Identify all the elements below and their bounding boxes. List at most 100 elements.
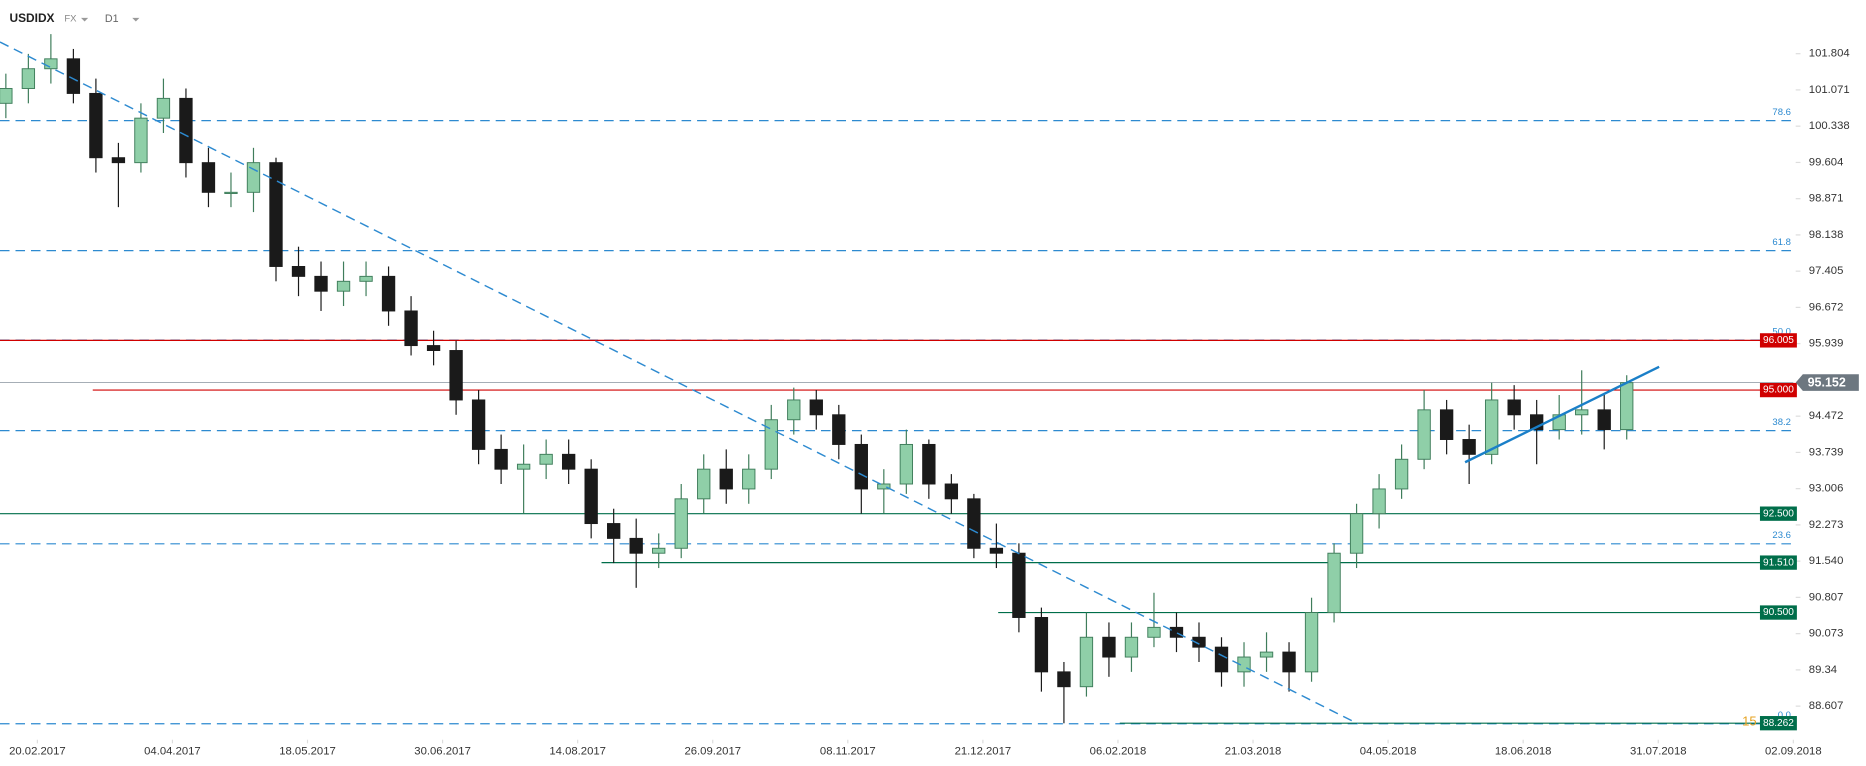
level-label-box (1759, 605, 1797, 620)
candle-body (381, 275, 396, 312)
x-tick-label: 02.09.2018 (1765, 746, 1822, 758)
candle-body (1214, 646, 1229, 673)
level-label-box (1759, 382, 1797, 398)
candle-body (21, 68, 36, 89)
level-label: 92.500 (1763, 508, 1794, 519)
candle-body (1192, 636, 1206, 648)
x-tick-label: 06.02.2018 (1090, 746, 1147, 758)
candle-body (471, 399, 486, 450)
level-label-box (1759, 506, 1797, 521)
level-label: 96.005 (1763, 335, 1794, 346)
candle-body (449, 350, 463, 401)
y-tick-label: 91.540 (1809, 555, 1844, 567)
current-price-box (1795, 374, 1859, 391)
candle-body (179, 97, 193, 164)
x-tick-label: 20.02.2017 (9, 746, 66, 758)
candle-body (1169, 626, 1184, 638)
candle-body (561, 453, 576, 470)
candle-body (0, 88, 13, 104)
trendline (0, 41, 1359, 725)
candle-body (201, 162, 216, 193)
candle-body (787, 399, 801, 421)
candle-body (1484, 399, 1499, 455)
candle-body (629, 537, 643, 554)
candle-body (989, 547, 1004, 554)
x-tick-label: 30.06.2017 (414, 746, 471, 758)
candle-body (944, 483, 959, 500)
candle-body (66, 58, 81, 94)
y-tick-label: 89.34 (1809, 664, 1837, 676)
fib-label: 50.0 (1772, 326, 1791, 337)
y-tick-label: 98.871 (1809, 193, 1844, 205)
candle-body (44, 58, 58, 70)
candle-body (1575, 409, 1589, 416)
symbol[interactable]: USDIDX (10, 11, 55, 25)
level-label-box (1759, 716, 1797, 731)
current-price-label: 95.152 (1808, 375, 1846, 389)
candle-body (1462, 439, 1476, 455)
level-label: 88.262 (1763, 718, 1794, 729)
candle-body (1349, 513, 1364, 554)
fib-label: 61.8 (1772, 237, 1791, 248)
candle-body (922, 443, 936, 485)
candle-body (111, 157, 126, 164)
candle-body (224, 191, 238, 194)
y-tick-label: 100.338 (1809, 120, 1850, 132)
y-tick-label: 93.006 (1809, 483, 1844, 495)
candle-body (674, 498, 688, 549)
fib-label: 0.0 (1778, 710, 1791, 721)
x-tick-label: 04.05.2018 (1360, 746, 1417, 758)
candle-body (1282, 651, 1296, 673)
candle-body (1102, 636, 1116, 658)
x-tick-label: 08.11.2017 (820, 746, 876, 758)
interval[interactable]: D1 (105, 13, 119, 25)
candle-body (1417, 409, 1431, 460)
x-tick-label: 18.06.2018 (1495, 746, 1552, 758)
candle-body (1034, 617, 1049, 673)
candle-body (336, 280, 351, 292)
y-tick-label: 92.273 (1809, 519, 1844, 531)
candle-body (652, 547, 666, 554)
candle-body (742, 468, 756, 490)
x-tick-label: 14.08.2017 (549, 746, 606, 758)
candle-body (269, 162, 283, 267)
candle-body (1372, 488, 1386, 515)
level-label-box (1759, 333, 1797, 348)
y-tick-label: 95.939 (1809, 338, 1844, 350)
candle-body (607, 523, 621, 539)
candle-body (291, 265, 306, 277)
x-tick-label: 04.04.2017 (144, 746, 201, 758)
market[interactable]: FX (64, 14, 77, 25)
candle-body (1079, 636, 1094, 688)
fib-label: 78.6 (1772, 107, 1791, 118)
candle-body (1304, 612, 1319, 673)
fib-label: 38.2 (1772, 417, 1791, 428)
candle-body (832, 414, 846, 445)
y-tick-label: 97.405 (1809, 265, 1844, 277)
x-tick-label: 18.05.2017 (279, 746, 336, 758)
dropdown-arrow[interactable] (132, 17, 140, 22)
y-tick-label: 90.073 (1809, 628, 1844, 640)
level-label: 90.500 (1763, 607, 1794, 618)
candle-body (426, 345, 441, 351)
candle-body (899, 443, 914, 485)
candle-body (89, 92, 103, 159)
x-tick-label: 31.07.2018 (1630, 746, 1687, 758)
x-tick-label: 26.09.2017 (684, 746, 741, 758)
countdown: 15 (1742, 713, 1757, 728)
y-tick-label: 90.807 (1809, 591, 1844, 603)
trendline (1464, 365, 1660, 464)
candle-body (809, 399, 823, 416)
candle-body (1597, 409, 1611, 431)
y-tick-label: 98.138 (1809, 229, 1844, 241)
candle-body (134, 117, 148, 164)
dropdown-arrow[interactable] (81, 17, 89, 22)
candle-body (314, 275, 328, 292)
y-tick-label: 88.607 (1809, 700, 1844, 712)
y-tick-label: 101.804 (1809, 48, 1850, 60)
candle-body (1147, 626, 1161, 638)
